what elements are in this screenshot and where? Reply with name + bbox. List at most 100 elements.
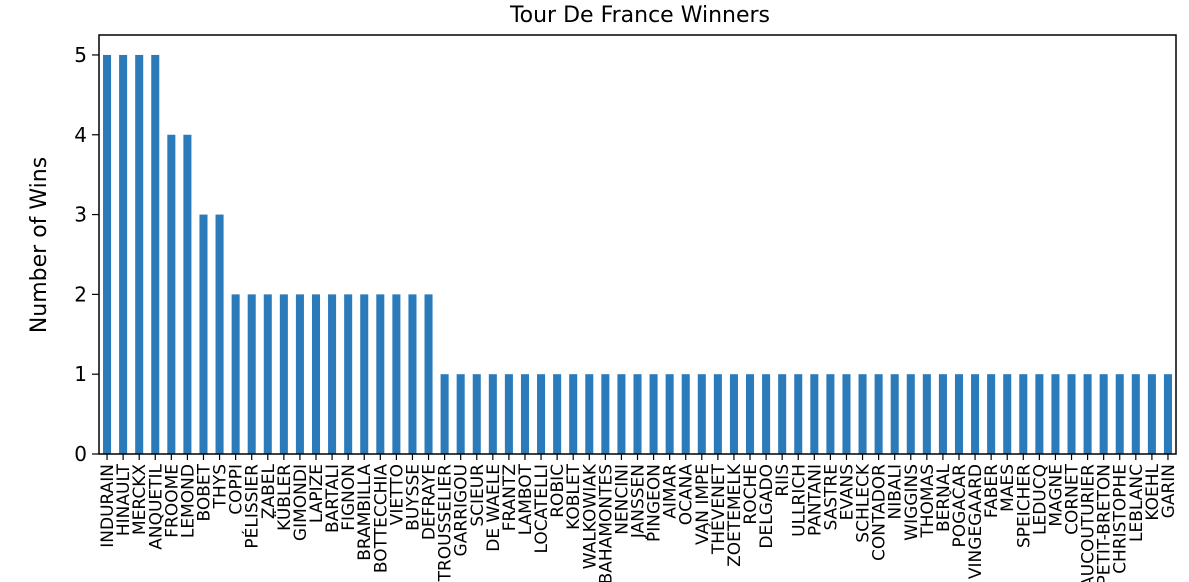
bar — [987, 374, 996, 454]
bar — [1083, 374, 1092, 454]
bar — [135, 54, 144, 454]
x-tick-label: AUCOUTURIER — [1079, 464, 1099, 582]
bar — [1163, 374, 1172, 454]
bars-group — [103, 54, 1172, 454]
x-tick-label: EVANS — [837, 464, 857, 520]
x-tick-label: FABER — [982, 464, 1002, 518]
bar — [794, 374, 803, 454]
x-tick-label: JANSSEN — [629, 464, 649, 539]
bar — [633, 374, 642, 454]
x-tick-label: CORNET — [1063, 463, 1083, 535]
bar — [1115, 374, 1124, 454]
x-tick-label: WALKOWIAK — [580, 463, 600, 569]
bar — [408, 294, 417, 454]
x-tick-label: NENCINI — [612, 464, 632, 535]
x-tick-label: PETIT-BRETON — [1095, 464, 1115, 582]
x-tick-label: SASTRE — [821, 464, 841, 530]
bar — [1131, 374, 1140, 454]
bar — [247, 294, 256, 454]
x-tick-label: DELGADO — [757, 464, 777, 549]
x-tick-label: ROCHE — [741, 464, 761, 525]
x-tick-label: LEMOND — [178, 464, 198, 538]
bar — [1019, 374, 1028, 454]
bar — [569, 374, 578, 454]
bar — [858, 374, 867, 454]
y-tick-label: 5 — [74, 43, 87, 67]
bar — [167, 134, 176, 454]
bar — [954, 374, 964, 454]
bar — [922, 374, 931, 454]
x-tick-label: LEBLANC — [1127, 464, 1147, 542]
x-tick-label: PINGEON — [645, 464, 665, 542]
bar — [263, 294, 272, 454]
bar — [938, 374, 947, 454]
bar — [215, 214, 224, 454]
x-tick-label: LEDUCQ — [1030, 464, 1050, 535]
y-axis-label: Number of Wins — [27, 157, 52, 333]
bar — [376, 294, 385, 454]
x-tick-label: COPPI — [227, 464, 247, 515]
bar — [729, 374, 738, 454]
x-tick-label: ANQUETIL — [146, 463, 166, 549]
bar — [890, 374, 899, 454]
bar — [649, 374, 658, 454]
x-tick-label: HINAULT — [114, 463, 134, 536]
x-tick-label: BOTTECCHIA — [371, 464, 391, 573]
x-tick-label: AIMAR — [661, 464, 681, 519]
x-tick-label: GARIN — [1159, 464, 1179, 518]
bar — [537, 374, 546, 454]
x-tick-label: ZOETEMELK — [725, 463, 745, 567]
bar — [810, 374, 819, 454]
x-tick-label: BERNAL — [934, 463, 954, 532]
x-tick-label: ROBIC — [548, 464, 568, 518]
bar — [617, 374, 626, 454]
x-tick-label: ULLRICH — [789, 464, 809, 537]
x-tick-label: POGAČAR — [948, 464, 970, 548]
bar — [971, 374, 980, 454]
x-tick-label: BRAMBILLA — [355, 464, 375, 561]
plot-area-frame — [98, 34, 1177, 455]
x-tick-label: BARTALI — [323, 464, 343, 533]
bar — [906, 374, 915, 454]
x-tick-label: VIETTO — [387, 464, 407, 525]
x-tick-label: MERCKX — [130, 464, 150, 535]
bar — [199, 214, 208, 454]
bar — [713, 374, 722, 454]
x-tick-label: GARRIGOU — [452, 464, 472, 556]
x-tick-label: BAHAMONTES — [596, 464, 616, 582]
bar — [311, 294, 321, 454]
x-tick-label: INDURAIN — [98, 464, 118, 548]
bar — [328, 294, 337, 454]
x-tick-label: ZABEL — [259, 463, 279, 519]
y-tick-label: 1 — [74, 362, 87, 386]
bar — [697, 374, 706, 454]
x-tick-label: BOBET — [194, 463, 214, 521]
x-tick-label: THOMAS — [918, 464, 938, 539]
x-tick-label: DE WAELE — [484, 464, 504, 552]
x-tick-label: RIIS — [773, 464, 793, 497]
x-tick-label: DEFRAYE — [420, 464, 440, 540]
bar — [392, 294, 401, 454]
x-tick-label: OCANA — [677, 464, 697, 526]
x-tick-label: SCIEUR — [468, 464, 488, 527]
bar — [1099, 374, 1108, 454]
x-tick-label: KOBLET — [564, 463, 584, 529]
x-tick-label: MAES — [998, 464, 1018, 512]
x-tick-label: SPEICHER — [1014, 464, 1034, 548]
bar — [1035, 374, 1044, 454]
bar — [1003, 374, 1012, 454]
bar — [553, 374, 562, 454]
x-tick-label: KOEHL — [1143, 463, 1163, 520]
bar — [842, 374, 851, 454]
bar — [119, 54, 128, 454]
x-tick-label: THYS — [211, 464, 231, 509]
chart-title: Tour De France Winners — [509, 3, 770, 28]
x-tick-label: THÉVENET — [707, 463, 729, 555]
bar — [585, 374, 594, 454]
bar — [103, 54, 112, 454]
x-tick-label: BUYSSE — [403, 464, 423, 531]
x-tick-label: SCHLECK — [854, 463, 874, 543]
y-tick-label: 4 — [74, 123, 87, 147]
x-tick-label: FROOME — [162, 464, 182, 538]
bar — [440, 374, 449, 454]
